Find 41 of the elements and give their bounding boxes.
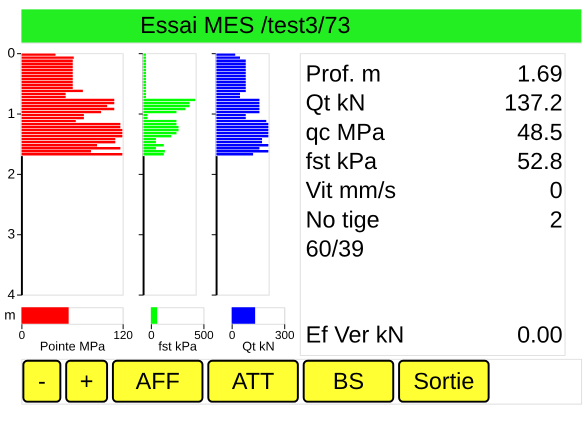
text: BS [332, 368, 364, 394]
y-tick-label: 2 [8, 166, 16, 182]
text: Sortie [413, 368, 474, 394]
y-tick-label: 4 [8, 286, 16, 302]
text: AFF [136, 368, 180, 394]
category-label: Ef Ver kN [306, 321, 404, 348]
data-label: 2 [550, 206, 563, 232]
bar [21, 116, 84, 120]
data-label: 0 [550, 177, 563, 204]
y-tick-label: 3 [8, 226, 16, 242]
x-tick-label: 120 [113, 328, 134, 342]
data-label: 137.2 [504, 90, 563, 116]
data-label: 48.5 [517, 118, 563, 145]
category-label: Prof. m [306, 60, 381, 86]
x-axis-title: Qt kN [242, 340, 275, 354]
x-tick-label: 0 [148, 328, 156, 342]
text: - [38, 368, 46, 394]
bar [21, 152, 123, 156]
data-label: 52.8 [517, 148, 563, 174]
x-axis-title: Pointe MPa [40, 340, 106, 354]
category-label: Qt kN [306, 90, 366, 116]
text: ATT [232, 368, 274, 394]
data-label: 0.00 [517, 321, 563, 348]
y-axis-title: m [4, 307, 16, 322]
x-tick-label: 500 [194, 328, 214, 342]
category-label: fst kPa [306, 148, 378, 174]
text: + [80, 368, 94, 394]
x-tick-label: 0 [228, 328, 236, 342]
x-tick-label: 0 [18, 328, 26, 342]
y-tick-label: 1 [8, 106, 16, 121]
x-tick-label: 300 [274, 328, 295, 342]
category-label: qc MPa [306, 118, 385, 145]
bar [216, 110, 260, 114]
x-axis-title: fst kPa [158, 340, 198, 354]
category-label: No tige [306, 206, 380, 232]
text: Essai MES /test3/73 [140, 12, 350, 38]
data-label: 1.69 [517, 60, 563, 86]
category-label: 60/39 [306, 236, 364, 262]
category-label: Vit mm/s [306, 177, 396, 204]
y-tick-label: 0 [8, 46, 16, 61]
bar [142, 152, 164, 156]
